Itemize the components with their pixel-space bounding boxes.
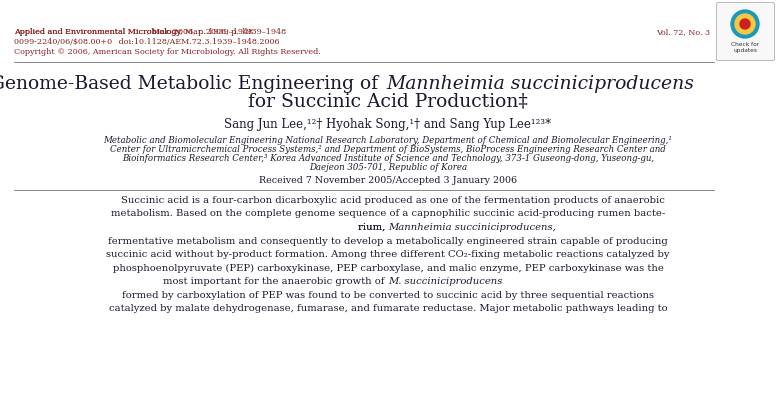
Text: Metabolic and Biomolecular Engineering National Research Laboratory, Department : Metabolic and Biomolecular Engineering N… bbox=[103, 136, 673, 145]
Bar bbox=[55, 276, 721, 290]
Text: formed by carboxylation of PEP was found to be converted to succinic acid by thr: formed by carboxylation of PEP was found… bbox=[122, 290, 654, 300]
Text: Sang Jun Lee,¹²† Hyohak Song,¹† and Sang Yup Lee¹²³*: Sang Jun Lee,¹²† Hyohak Song,¹† and Sang… bbox=[224, 118, 552, 131]
Text: Applied and Environmental Microbiology, Mar. 2006, p. 1939–1948: Applied and Environmental Microbiology, … bbox=[14, 28, 286, 36]
Text: M. succiniciproducens: M. succiniciproducens bbox=[388, 277, 502, 286]
Text: Check for: Check for bbox=[731, 42, 759, 47]
Text: metabolism. Based on the complete genome sequence of a capnophilic succinic acid: metabolism. Based on the complete genome… bbox=[111, 209, 665, 219]
Text: Mannheimia succiniciproducens: Mannheimia succiniciproducens bbox=[386, 75, 694, 93]
Text: rium, Mannheimia succiniciproducens, gene knockout studies were carried out to u: rium, Mannheimia succiniciproducens, gen… bbox=[114, 223, 662, 232]
Text: phosphoenolpyruvate (PEP) carboxykinase, PEP carboxylase, and malic enzyme, PEP : phosphoenolpyruvate (PEP) carboxykinase,… bbox=[113, 263, 663, 273]
Text: succinic acid without by-product formation. Among three different CO₂-fixing met: succinic acid without by-product formati… bbox=[106, 250, 670, 259]
Text: fermentative metabolism and consequently to develop a metabolically engineered s: fermentative metabolism and consequently… bbox=[108, 237, 668, 245]
Circle shape bbox=[735, 14, 755, 34]
Text: most important for the anaerobic growth of M. succiniciproducens and succinic ac: most important for the anaerobic growth … bbox=[107, 277, 669, 286]
Text: , Mar. 2006, p. 1939–1948: , Mar. 2006, p. 1939–1948 bbox=[147, 28, 253, 36]
FancyBboxPatch shape bbox=[716, 2, 774, 61]
Text: Center for Ultramicrchemical Process Systems,² and Department of BioSystems, Bio: Center for Ultramicrchemical Process Sys… bbox=[110, 145, 666, 154]
Circle shape bbox=[740, 19, 750, 29]
Text: catalyzed by malate dehydrogenase, fumarase, and fumarate reductase. Major metab: catalyzed by malate dehydrogenase, fumar… bbox=[109, 304, 667, 313]
Text: for Succinic Acid Production‡: for Succinic Acid Production‡ bbox=[248, 92, 528, 110]
Text: Daejeon 305-701, Republic of Korea: Daejeon 305-701, Republic of Korea bbox=[309, 163, 467, 172]
Text: Succinic acid is a four-carbon dicarboxylic acid produced as one of the fermenta: Succinic acid is a four-carbon dicarboxy… bbox=[111, 196, 665, 205]
Text: Received 7 November 2005/Accepted 3 January 2006: Received 7 November 2005/Accepted 3 Janu… bbox=[259, 176, 517, 185]
Text: Copyright © 2006, American Society for Microbiology. All Rights Reserved.: Copyright © 2006, American Society for M… bbox=[14, 48, 320, 56]
Text: Mannheimia succiniciproducens,: Mannheimia succiniciproducens, bbox=[388, 223, 556, 232]
Text: updates: updates bbox=[733, 48, 757, 53]
Text: rium,: rium, bbox=[358, 223, 388, 232]
Text: Genome-Based Metabolic Engineering of: Genome-Based Metabolic Engineering of bbox=[0, 75, 384, 93]
Bar bbox=[55, 222, 721, 237]
Text: most important for the anaerobic growth of: most important for the anaerobic growth … bbox=[164, 277, 388, 286]
Text: rium,: rium, bbox=[358, 223, 388, 232]
Text: Applied and Environmental Microbiology: Applied and Environmental Microbiology bbox=[14, 28, 181, 36]
Text: Vol. 72, No. 3: Vol. 72, No. 3 bbox=[656, 28, 710, 36]
Circle shape bbox=[731, 10, 759, 38]
Text: 0099-2240/06/$08.00+0  doi:10.1128/AEM.72.3.1939–1948.2006: 0099-2240/06/$08.00+0 doi:10.1128/AEM.72… bbox=[14, 38, 279, 46]
Text: Bioinformatics Research Center,³ Korea Advanced Institute of Science and Technol: Bioinformatics Research Center,³ Korea A… bbox=[122, 154, 654, 163]
